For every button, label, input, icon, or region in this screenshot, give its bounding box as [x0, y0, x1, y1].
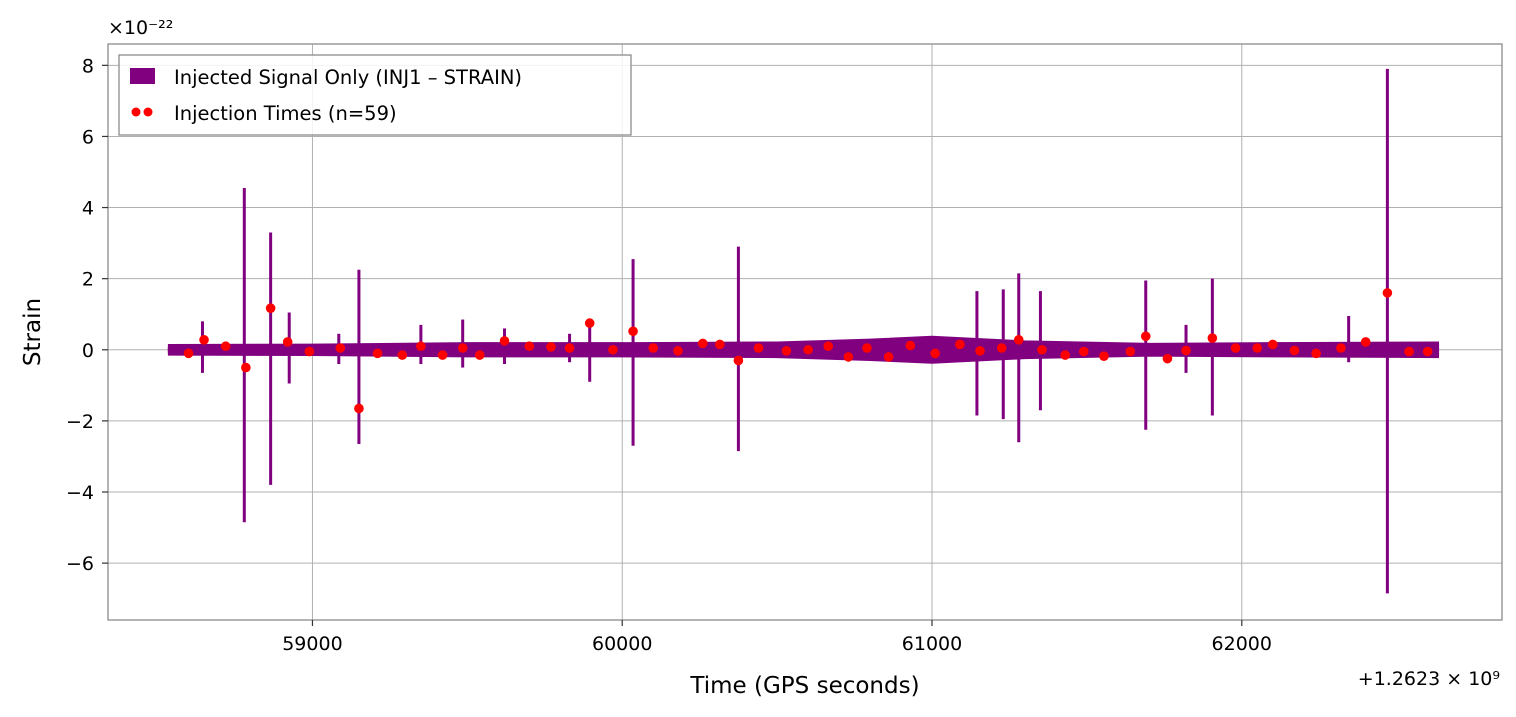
injection-point [1207, 333, 1218, 343]
legend: Injected Signal Only (INJ1 – STRAIN) Inj… [118, 54, 632, 136]
injection-point [584, 318, 595, 328]
injection-point [354, 403, 364, 414]
injection-point [546, 342, 556, 352]
injection-point [996, 343, 1007, 353]
injection-point [265, 303, 276, 313]
injection-point [1382, 288, 1393, 298]
injection-point [1013, 335, 1024, 345]
injection-point [372, 348, 383, 359]
injection-point [1140, 331, 1151, 342]
injection-point [1099, 351, 1109, 361]
y-tick-label: 0 [82, 340, 94, 362]
x-tick-label: 59000 [282, 633, 342, 655]
injection-point [1125, 346, 1136, 357]
injection-point [1060, 350, 1071, 360]
injection-point [975, 346, 985, 356]
legend-injection-label: Injection Times (n=59) [174, 102, 397, 125]
legend-signal-label: Injected Signal Only (INJ1 – STRAIN) [174, 66, 522, 89]
injection-point [883, 352, 894, 362]
injection-point [1289, 345, 1300, 356]
injection-point [715, 339, 725, 350]
injection-point [416, 341, 426, 352]
injection-point [457, 343, 468, 353]
injection-point [199, 335, 209, 345]
y-axis-title: Strain [20, 298, 46, 366]
x-tick-label: 62000 [1212, 633, 1272, 655]
injection-point [843, 352, 854, 362]
injection-point [397, 350, 408, 360]
injection-point [1360, 337, 1371, 347]
injection-point [905, 340, 916, 351]
injection-point [1230, 343, 1241, 353]
injection-point [1311, 348, 1321, 359]
x-axis-title: Time (GPS seconds) [689, 673, 919, 699]
injection-point [474, 350, 485, 360]
injection-point [803, 344, 813, 355]
injection-point [781, 346, 792, 356]
injection-point [220, 341, 231, 352]
x-tick-label: 61000 [902, 633, 962, 655]
injection-point [1037, 344, 1047, 355]
injection-point [697, 338, 708, 349]
injection-point [1267, 339, 1278, 350]
injection-point [673, 346, 683, 356]
injection-point [930, 348, 940, 359]
injection-point [1404, 346, 1414, 357]
injection-point [499, 336, 510, 346]
injection-point [628, 326, 638, 337]
y-tick-label: −2 [66, 411, 94, 433]
plot-frame [107, 43, 1503, 621]
injection-point [1252, 343, 1263, 353]
y-tick-label: 6 [82, 126, 94, 148]
injection-point [862, 343, 872, 353]
legend-injection-marker-2 [143, 107, 153, 117]
y-scale-label: ×10⁻²² [108, 17, 173, 39]
injection-point [823, 341, 834, 352]
x-axis-ticks: 59000 60000 61000 62000 [282, 620, 1272, 655]
injection-points [183, 288, 1433, 414]
injection-point [1181, 345, 1191, 356]
injection-point [1422, 346, 1433, 357]
y-tick-label: −4 [66, 482, 94, 504]
y-tick-label: 4 [82, 198, 94, 220]
injection-point [648, 343, 659, 353]
legend-injection-marker-1 [131, 107, 141, 117]
signal-trace [167, 68, 1440, 594]
injection-point [1162, 353, 1173, 364]
injection-point [564, 343, 575, 353]
injection-point [282, 337, 293, 347]
legend-box [118, 54, 632, 136]
y-tick-label: 2 [82, 269, 94, 291]
injection-point [753, 343, 764, 353]
injection-point [524, 341, 535, 352]
x-tick-label: 60000 [592, 633, 652, 655]
legend-signal-swatch [130, 68, 155, 84]
injection-point [304, 346, 315, 357]
x-offset-label: +1.2623 × 10⁹ [1358, 668, 1500, 690]
y-tick-label: −6 [66, 553, 94, 575]
injection-point [608, 344, 618, 355]
injection-point [1336, 343, 1346, 353]
injection-point [241, 362, 251, 373]
injection-point [1079, 346, 1089, 357]
y-tick-label: 8 [82, 55, 94, 77]
injection-point [437, 350, 448, 360]
injection-point [955, 339, 965, 350]
injection-point [183, 348, 194, 359]
injection-point [733, 355, 744, 366]
y-axis-ticks: −6 −4 −2 0 2 4 6 8 [66, 55, 108, 575]
injection-point [335, 343, 346, 353]
